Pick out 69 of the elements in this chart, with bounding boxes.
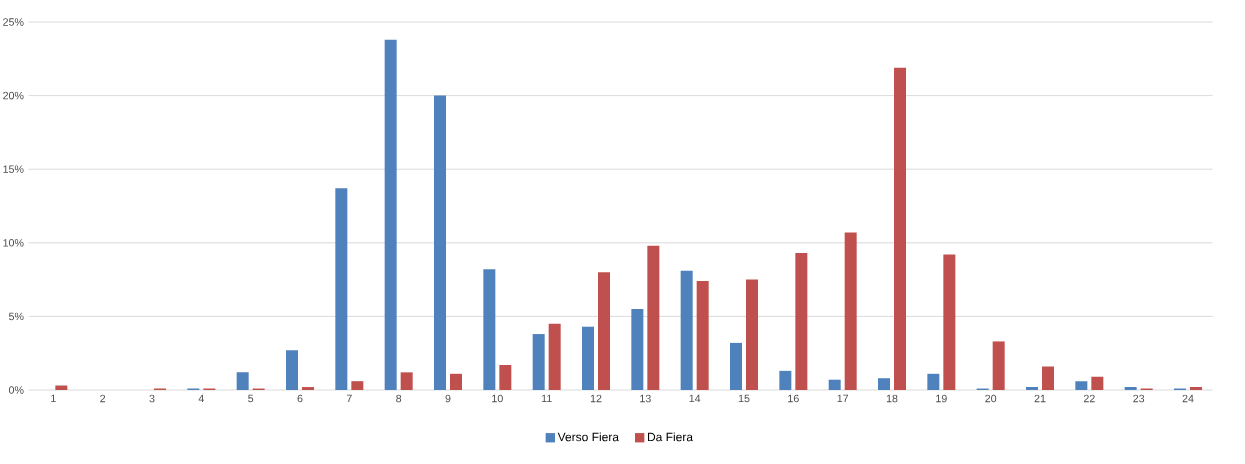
- x-tick-label: 18: [886, 394, 898, 403]
- bar: [400, 372, 413, 390]
- bar: [384, 39, 397, 390]
- bar: [943, 254, 956, 390]
- bar: [1026, 387, 1039, 390]
- bar: [1124, 387, 1137, 390]
- legend-label: Verso Fiera: [557, 432, 619, 442]
- bar: [795, 253, 808, 390]
- x-tick-label: 22: [1083, 394, 1095, 403]
- x-tick-label: 9: [445, 394, 451, 403]
- x-tick-label: 3: [149, 394, 155, 403]
- x-tick-label: 16: [788, 394, 799, 403]
- x-tick-label: 19: [936, 394, 947, 403]
- x-tick-label: 20: [985, 394, 997, 403]
- x-tick-label: 23: [1133, 394, 1145, 403]
- x-tick-label: 14: [689, 394, 701, 403]
- bar: [598, 272, 611, 390]
- y-tick-label: 5%: [8, 312, 24, 321]
- bar: [680, 270, 693, 390]
- y-tick-label: 0%: [8, 386, 24, 394]
- bar: [746, 279, 759, 390]
- bar: [548, 323, 561, 390]
- bar: [992, 341, 1005, 390]
- x-tick-label: 8: [396, 394, 402, 403]
- y-tick-label: 20%: [3, 91, 24, 100]
- bar: [582, 326, 595, 390]
- x-tick-label: 1: [51, 394, 56, 403]
- legend-label: Da Fiera: [647, 432, 694, 442]
- bar: [1042, 366, 1055, 390]
- x-tick-label: 12: [590, 394, 602, 403]
- bar: [927, 373, 940, 390]
- bar: [647, 245, 660, 390]
- bar: [631, 309, 644, 390]
- bar: [730, 342, 743, 390]
- x-tick-label: 13: [640, 394, 651, 403]
- bar: [844, 232, 857, 390]
- bar: [779, 370, 792, 390]
- y-tick-label: 10%: [3, 239, 24, 247]
- bar: [351, 381, 364, 390]
- bar: [450, 373, 462, 390]
- bar: [302, 387, 314, 390]
- bar: [499, 364, 512, 390]
- x-tick-label: 5: [248, 394, 254, 403]
- x-tick-label: 10: [492, 394, 503, 403]
- y-tick-label: 15%: [3, 165, 24, 173]
- x-tick-label: 4: [198, 394, 204, 403]
- x-tick-label: 11: [541, 394, 552, 403]
- x-tick-label: 2: [100, 394, 106, 403]
- bar: [1190, 387, 1203, 390]
- bar: [434, 95, 447, 390]
- bar: [894, 67, 907, 390]
- bar: [1075, 381, 1088, 390]
- bar: [236, 372, 249, 390]
- x-tick-label: 24: [1182, 394, 1194, 403]
- bar: [696, 281, 709, 390]
- x-tick-label: 15: [738, 394, 750, 403]
- x-tick-label: 21: [1034, 394, 1046, 403]
- bar: [1091, 376, 1104, 390]
- x-tick-label: 17: [837, 394, 849, 403]
- bar: [483, 269, 496, 390]
- bar: [55, 385, 68, 390]
- y-tick-label: 25%: [3, 18, 24, 26]
- bar: [335, 188, 348, 390]
- x-tick-label: 7: [346, 394, 352, 403]
- bar: [878, 378, 891, 390]
- x-tick-label: 6: [297, 394, 303, 403]
- bar: [828, 379, 841, 390]
- bar: [286, 350, 299, 390]
- bar: [532, 334, 545, 390]
